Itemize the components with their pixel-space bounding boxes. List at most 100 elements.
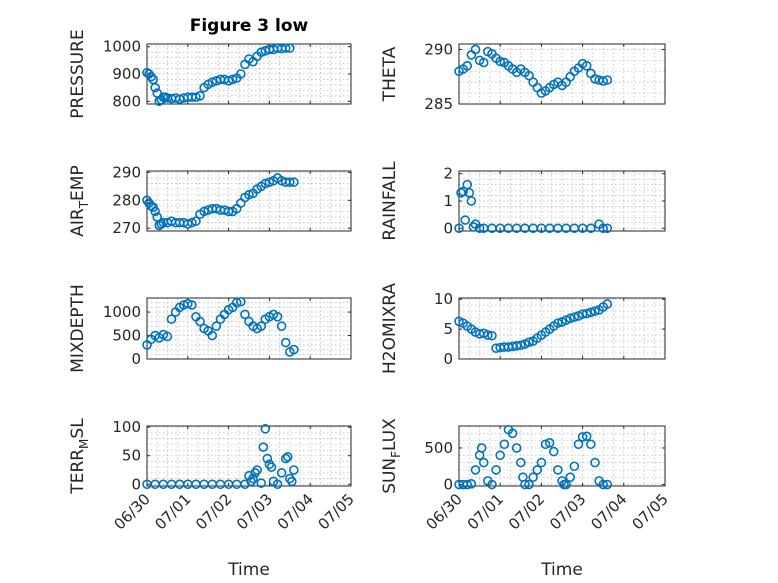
data-point: [598, 76, 609, 86]
data-point: [276, 468, 287, 478]
data-point: [289, 344, 299, 355]
data-point: [191, 92, 201, 102]
data-point: [258, 442, 269, 452]
data-point: [256, 478, 267, 488]
data-point: [586, 439, 596, 450]
y-axis-label: TERRMSL: [68, 418, 91, 495]
y-tick-label: 290: [424, 40, 453, 58]
data-point: [499, 439, 510, 450]
data-point: [162, 331, 173, 342]
y-tick-label: 0: [131, 350, 141, 368]
data-point: [266, 462, 277, 472]
axes-border: [146, 297, 352, 360]
data-point: [460, 215, 470, 225]
data-point: [561, 479, 571, 490]
y-axis-label: PRESSURE: [68, 29, 88, 118]
x-axis-label: Time: [227, 560, 270, 580]
series-markers: [454, 179, 613, 234]
data-point: [478, 57, 489, 68]
data-point: [565, 313, 576, 324]
data-point: [602, 299, 613, 309]
data-point: [478, 457, 489, 468]
data-point: [458, 186, 468, 197]
y-tick-label: 50: [122, 447, 141, 465]
data-point: [264, 177, 275, 187]
data-point: [240, 309, 250, 320]
data-point: [146, 71, 156, 82]
data-point: [602, 75, 613, 85]
axes-frame: [146, 43, 352, 105]
data-point: [280, 43, 291, 53]
data-point: [598, 479, 609, 490]
y-tick-label: 1: [443, 192, 453, 210]
data-point: [569, 461, 580, 472]
data-point: [207, 77, 218, 87]
y-tick-label: 0: [443, 476, 453, 494]
data-point: [598, 223, 609, 234]
data-point: [548, 446, 559, 457]
subplot-mixdepth: 0 500 1000 MIXDEPTH: [68, 284, 352, 373]
data-point: [262, 453, 273, 464]
data-point: [289, 465, 299, 475]
series-markers: [142, 424, 299, 490]
data-point: [565, 472, 576, 483]
data-point: [187, 300, 197, 310]
y-tick-label: 800: [112, 92, 141, 110]
y-tick-label: 500: [112, 327, 141, 345]
data-point: [495, 450, 506, 461]
data-point: [483, 330, 493, 340]
data-point: [536, 457, 547, 468]
y-tick-label: 1000: [103, 303, 141, 321]
data-point: [287, 476, 297, 487]
data-point: [289, 177, 299, 187]
axes-border: [458, 43, 666, 105]
data-point: [256, 47, 267, 57]
data-point: [276, 321, 287, 331]
data-point: [199, 206, 209, 217]
data-point: [282, 452, 293, 462]
data-point: [515, 340, 526, 351]
data-point: [207, 330, 218, 341]
data-point: [260, 424, 271, 434]
data-point: [524, 479, 534, 490]
data-point: [507, 428, 518, 439]
subplot-h2omixra: 0 5 10 H2OMIXRA: [380, 283, 666, 374]
data-point: [227, 74, 238, 85]
data-point: [544, 438, 555, 448]
axes-border: [458, 297, 666, 360]
data-point: [573, 439, 584, 450]
data-point: [280, 337, 291, 348]
x-axis-label: Time: [540, 560, 583, 580]
y-axis-label: AIRTEMP: [68, 165, 91, 236]
y-tick-label: 0: [131, 475, 141, 493]
data-point: [272, 479, 283, 490]
series-markers: [454, 424, 613, 490]
y-axis-label: H2OMIXRA: [380, 283, 400, 374]
subplot-rainfall: 0 1 2 RAINFALL: [380, 161, 666, 241]
series-markers: [454, 44, 613, 98]
data-point: [495, 56, 506, 67]
data-point: [211, 321, 222, 331]
data-point: [191, 216, 201, 227]
data-point: [260, 178, 271, 189]
data-point: [454, 223, 464, 234]
data-point: [195, 91, 205, 101]
data-point: [272, 311, 283, 322]
axes-frame: [458, 297, 666, 360]
series-markers: [142, 173, 299, 231]
data-point: [553, 465, 563, 475]
data-point: [223, 76, 234, 86]
data-point: [553, 318, 563, 328]
data-point: [474, 223, 485, 234]
data-point: [532, 465, 543, 475]
data-point: [166, 314, 177, 324]
data-point: [231, 297, 242, 308]
data-point: [244, 189, 254, 200]
data-point: [284, 177, 295, 187]
y-tick-label: 100: [112, 418, 141, 436]
data-point: [150, 82, 160, 93]
data-point: [487, 479, 497, 490]
data-point: [462, 61, 473, 71]
